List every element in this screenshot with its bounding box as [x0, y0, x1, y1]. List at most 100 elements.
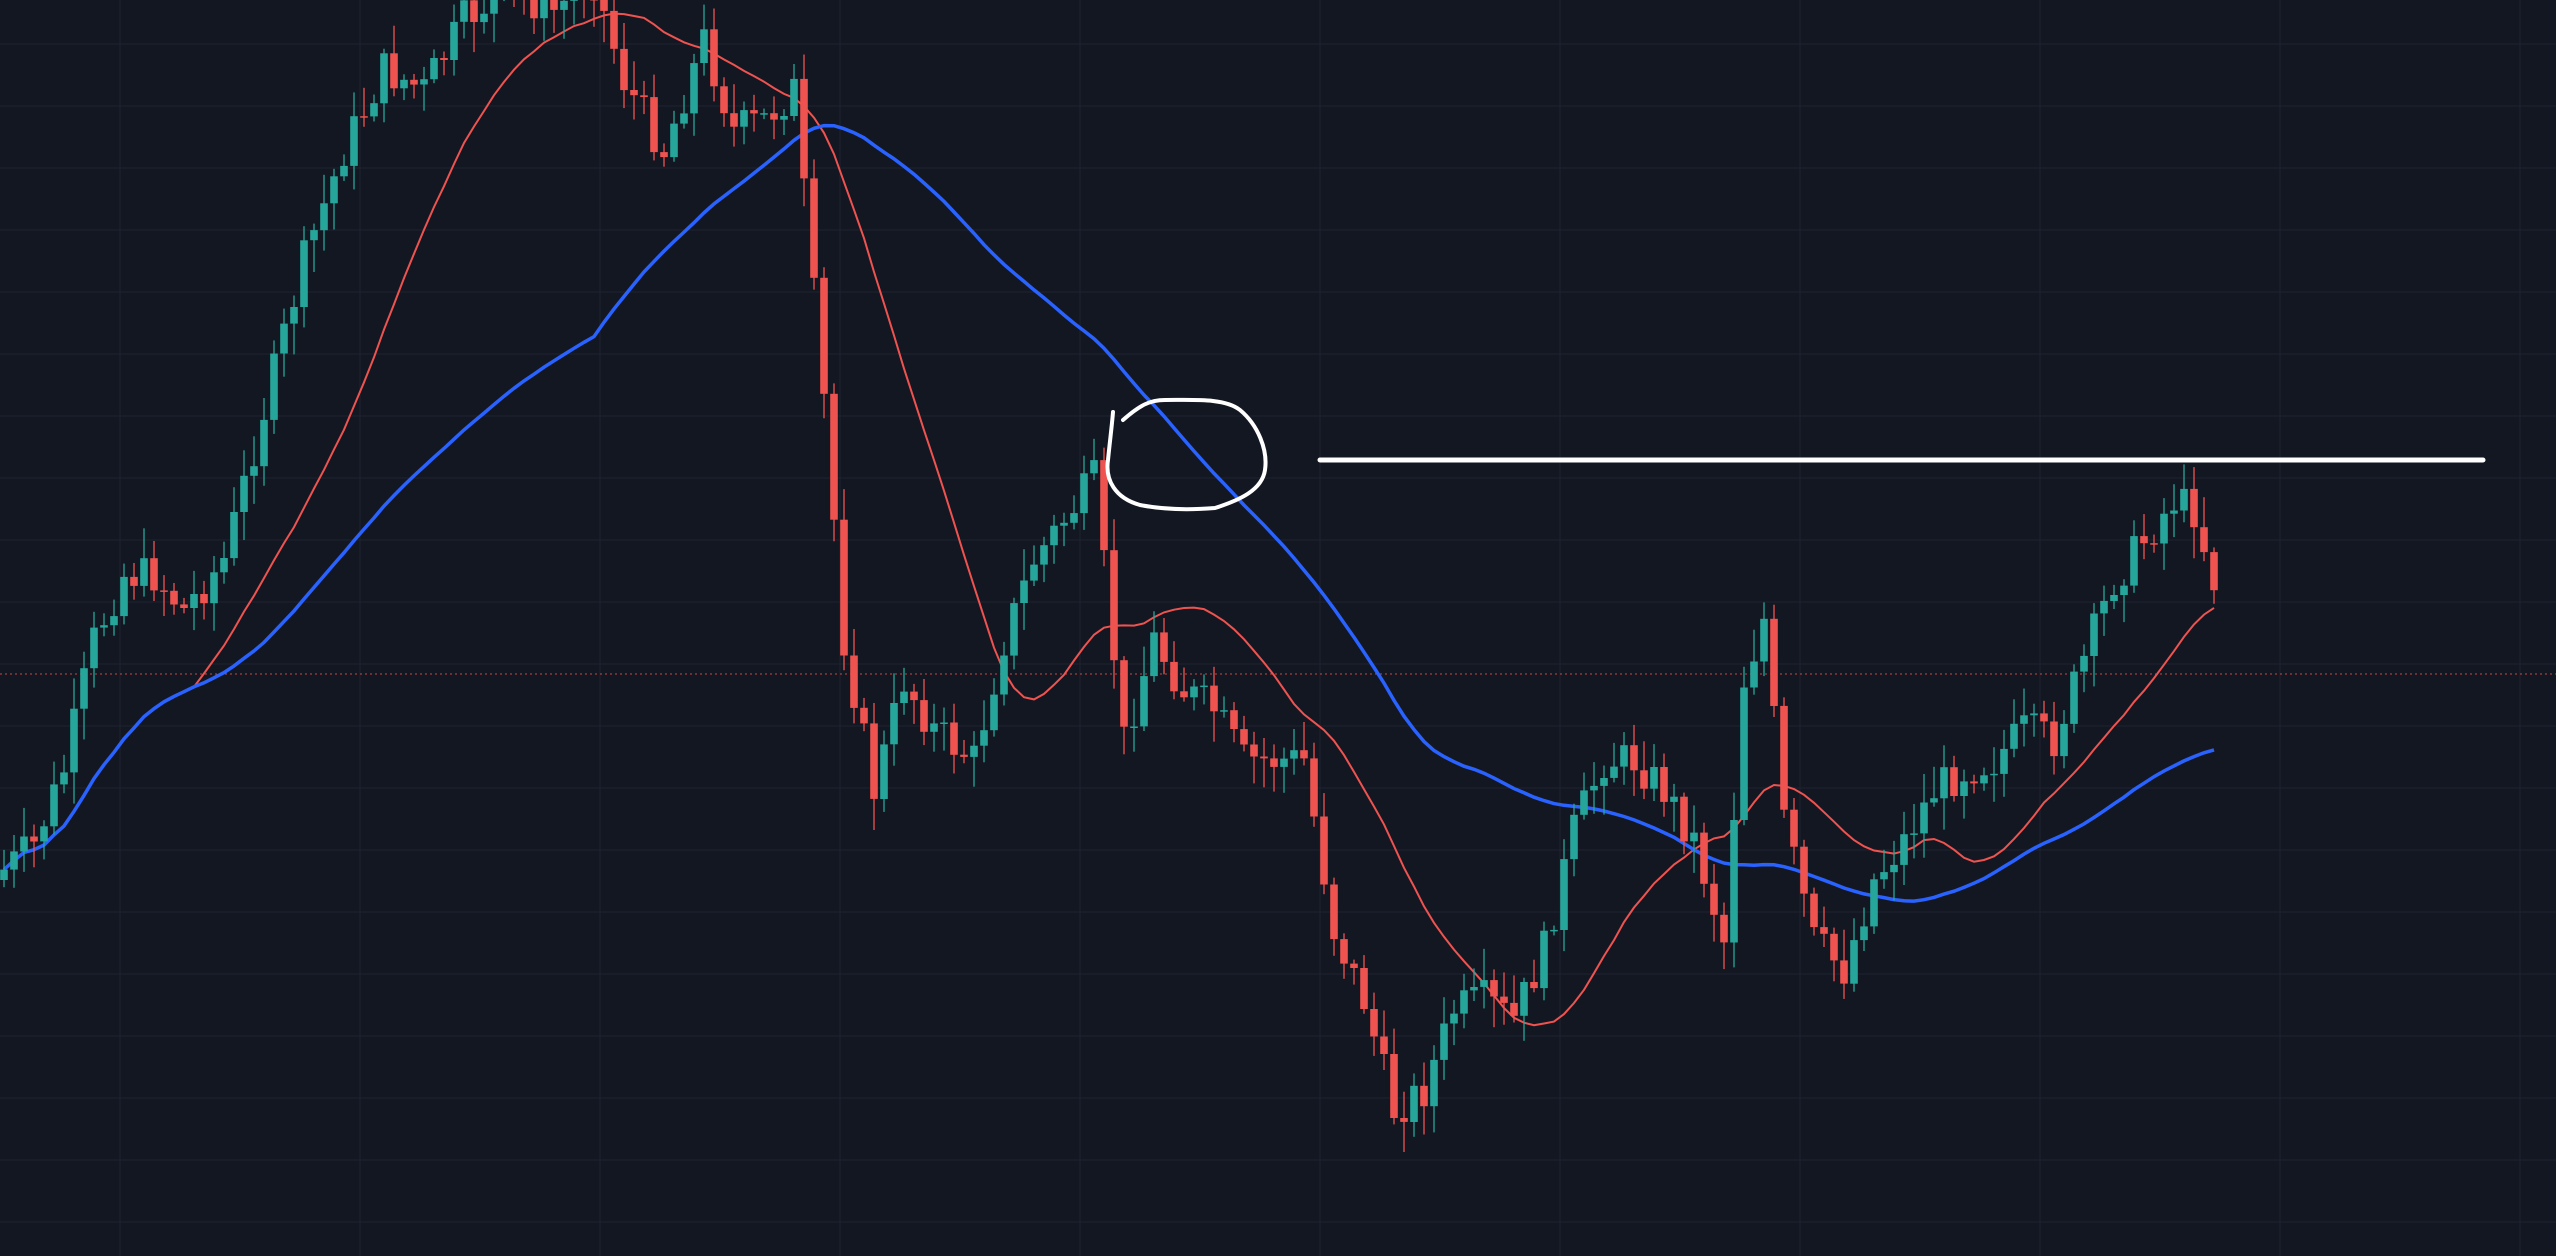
candle-body	[1620, 745, 1628, 767]
candle-body	[2160, 513, 2168, 544]
candle-body	[1090, 460, 1098, 474]
candle-body	[970, 745, 978, 757]
candle-body	[1160, 632, 1168, 662]
candle-body	[910, 691, 918, 701]
candle-body	[1070, 513, 1078, 523]
candle-body	[20, 836, 28, 852]
candle-body	[470, 0, 478, 23]
candle-body	[920, 700, 928, 732]
drawings[interactable]	[1105, 397, 2486, 512]
candle-body	[820, 277, 828, 394]
candle-body	[1430, 1059, 1438, 1107]
candle-body	[1870, 879, 1878, 927]
candle-body	[360, 116, 368, 118]
candle-body	[1180, 691, 1188, 698]
candle-body	[980, 730, 988, 746]
candle-body	[1990, 773, 1998, 776]
candle-body	[250, 466, 258, 476]
candle-body	[1760, 618, 1768, 662]
candle-body	[1680, 796, 1688, 842]
candle-body	[140, 558, 148, 586]
candle-body	[1450, 1013, 1458, 1024]
circle-drawing[interactable]	[1105, 397, 1268, 512]
candle-body	[1340, 939, 1348, 964]
candle-body	[1550, 929, 1558, 932]
candle-body	[940, 722, 948, 724]
candle-body	[930, 723, 938, 732]
candle-body	[780, 116, 788, 120]
candle-body	[1770, 618, 1778, 706]
candle-body	[390, 53, 398, 89]
candle-body	[420, 79, 428, 85]
candle-body	[1400, 1118, 1408, 1122]
candle-body	[1750, 661, 1758, 688]
candle-body	[720, 86, 728, 114]
candle-body	[1420, 1085, 1428, 1107]
candle-body	[2010, 723, 2018, 749]
candle-body	[400, 79, 408, 89]
candle-body	[1080, 473, 1088, 514]
candle-body	[1310, 758, 1318, 817]
candle-body	[810, 178, 818, 278]
candle-body	[180, 604, 188, 608]
candle-body	[590, 0, 598, 1]
candle-body	[1970, 781, 1978, 784]
candle-body	[2040, 713, 2048, 722]
candle-body	[790, 78, 798, 116]
candle-body	[600, 0, 608, 11]
candle-body	[30, 836, 38, 842]
candle-body	[750, 110, 758, 114]
candle-body	[1470, 987, 1478, 991]
candle-body	[1640, 770, 1648, 789]
candle-body	[1630, 745, 1638, 771]
candle-body	[10, 851, 18, 870]
candle-body	[1830, 933, 1838, 961]
candle-body	[220, 558, 228, 573]
candle-body	[1590, 785, 1598, 791]
candle-body	[710, 29, 718, 87]
candle-body	[310, 230, 318, 241]
candle-body	[1410, 1085, 1418, 1122]
candle-body	[1330, 884, 1338, 940]
candle-body	[1560, 859, 1568, 930]
candle-body	[1140, 676, 1148, 727]
ma-slow-line	[2, 123, 2215, 903]
candle-body	[150, 558, 158, 591]
candle-body	[850, 655, 858, 708]
candle-body	[200, 594, 208, 604]
candle-body	[950, 722, 958, 755]
candle-body	[160, 590, 168, 592]
candle-body	[1230, 710, 1238, 729]
candle-body	[610, 10, 618, 49]
candle-body	[660, 152, 668, 158]
candle-body	[1740, 687, 1748, 820]
candle-body	[1020, 580, 1028, 603]
candle-body	[240, 475, 248, 512]
candle-body	[560, 0, 568, 10]
candle-body	[1250, 744, 1258, 757]
candle-body	[860, 707, 868, 724]
candle-body	[1380, 1036, 1388, 1054]
candles	[0, 0, 2218, 1152]
candle-body	[40, 826, 48, 842]
candle-body	[1130, 726, 1138, 728]
candle-body	[960, 754, 968, 757]
candle-body	[1320, 816, 1328, 885]
candle-body	[2120, 585, 2128, 595]
candle-body	[70, 708, 78, 773]
candle-body	[130, 576, 138, 586]
candle-body	[800, 78, 808, 179]
candle-body	[840, 519, 848, 656]
candle-body	[530, 0, 538, 19]
candle-body	[700, 29, 708, 63]
candle-body	[1900, 834, 1908, 865]
candle-body	[1800, 846, 1808, 894]
candle-body	[1500, 996, 1508, 1003]
candle-body	[1520, 982, 1528, 1016]
candle-body	[1110, 550, 1118, 661]
candle-body	[2130, 536, 2138, 586]
candle-body	[1210, 685, 1218, 712]
